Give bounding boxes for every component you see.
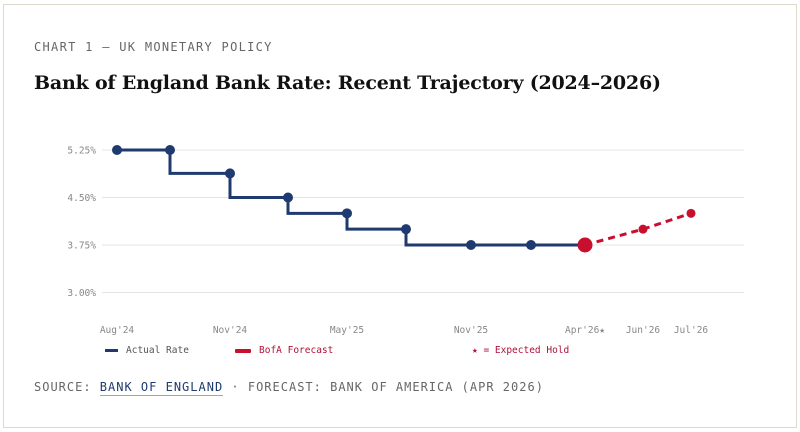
- actual-rate-line: [117, 148, 585, 247]
- legend-actual: Actual Rate: [105, 345, 189, 356]
- legend-swatch-forecast: [235, 348, 251, 353]
- source-prefix: SOURCE:: [34, 380, 100, 394]
- x-tick-label: Jun'26: [626, 325, 661, 336]
- source-link[interactable]: BANK OF ENGLAND: [99, 380, 224, 396]
- forecast-point: [577, 237, 593, 253]
- y-tick-label: 4.50%: [67, 193, 96, 204]
- legend-swatch-actual: [105, 349, 118, 352]
- actual-rate-point: [283, 192, 293, 203]
- actual-rate-point: [401, 224, 411, 235]
- actual-rate-point: [466, 240, 476, 250]
- x-tick-label: May'25: [330, 325, 364, 336]
- legend-note-text: ★ = Expected Hold: [472, 345, 570, 356]
- actual-rate-point: [526, 240, 536, 250]
- y-tick-label: 3.75%: [67, 241, 96, 252]
- actual-rate-point: [112, 145, 122, 155]
- source-suffix: · FORECAST: BANK OF AMERICA (APR 2026): [223, 380, 544, 394]
- forecast-line: [584, 211, 692, 247]
- x-tick-label: Apr'26★: [565, 325, 605, 336]
- x-tick-label: Nov'24: [213, 325, 248, 336]
- forecast-point: [638, 224, 648, 234]
- x-tick-label: Jul'26: [674, 325, 709, 336]
- actual-rate-point: [165, 145, 175, 155]
- chart-card: [3, 4, 797, 428]
- legend-label-actual: Actual Rate: [126, 345, 189, 356]
- x-tick-label: Aug'24: [100, 325, 135, 336]
- source-line: SOURCE: BANK OF ENGLAND · FORECAST: BANK…: [34, 380, 544, 396]
- chart-title: Bank of England Bank Rate: Recent Trajec…: [34, 72, 661, 94]
- x-tick-label: Nov'25: [454, 325, 488, 336]
- chart-kicker: CHART 1 — UK MONETARY POLICY: [34, 40, 273, 54]
- actual-rate-point: [225, 168, 235, 179]
- forecast-point: [686, 208, 696, 218]
- actual-rate-point: [342, 208, 352, 219]
- y-tick-label: 3.00%: [67, 288, 96, 299]
- legend-note: ★ = Expected Hold: [472, 345, 569, 356]
- legend-label-forecast: BofA Forecast: [259, 345, 334, 356]
- legend-forecast: BofA Forecast: [235, 345, 333, 356]
- y-tick-label: 5.25%: [67, 146, 96, 157]
